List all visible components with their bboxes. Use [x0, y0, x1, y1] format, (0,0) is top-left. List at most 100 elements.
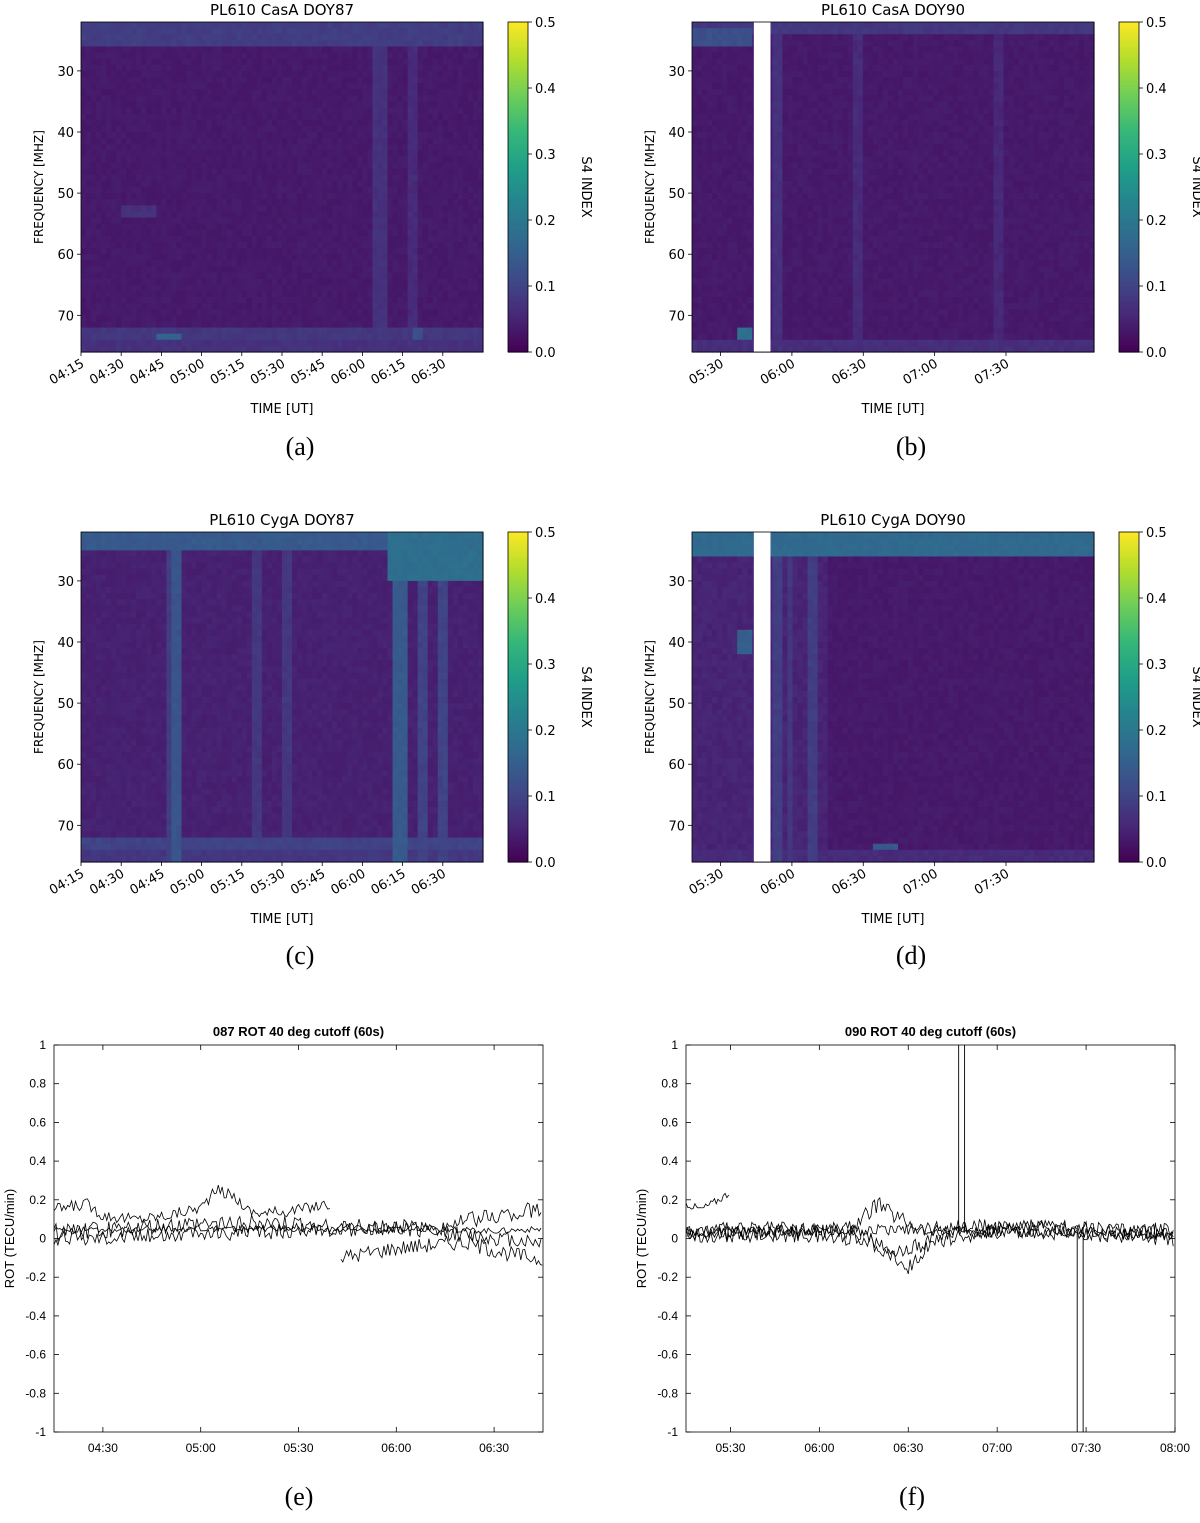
heatmap-cell — [156, 150, 162, 158]
heatmap-cell — [151, 83, 157, 90]
heatmap-cell — [171, 58, 178, 66]
heatmap-cell — [287, 339, 293, 347]
heatmap-cell — [727, 303, 733, 310]
heatmap-cell — [91, 64, 97, 72]
heatmap-cell — [211, 52, 218, 60]
heatmap-cell — [276, 162, 283, 170]
heatmap-cell — [467, 34, 474, 41]
heatmap-cell — [111, 52, 117, 60]
heatmap-cell — [462, 199, 469, 206]
heatmap-cell — [261, 101, 268, 109]
heatmap-cell — [201, 272, 208, 280]
heatmap-cell — [81, 235, 87, 243]
heatmap-cell — [702, 46, 708, 54]
heatmap-cell — [282, 113, 288, 121]
heatmap-cell — [241, 28, 248, 35]
heatmap-cell — [457, 162, 464, 170]
heatmap-cell — [121, 315, 127, 323]
heatmap-cell — [407, 150, 414, 158]
heatmap-cell — [81, 174, 87, 182]
heatmap-cell — [196, 327, 203, 335]
heatmap-cell — [246, 199, 253, 206]
heatmap-cell — [196, 168, 203, 176]
heatmap-cell — [231, 156, 238, 164]
heatmap-cell — [96, 266, 102, 274]
heatmap-cell — [447, 297, 454, 304]
heatmap-cell — [211, 138, 218, 145]
heatmap-cell — [402, 297, 409, 304]
heatmap-cell — [342, 235, 348, 243]
heatmap-cell — [472, 303, 479, 310]
heatmap-cell — [261, 303, 268, 310]
heatmap-cell — [327, 58, 333, 66]
heatmap-cell — [467, 70, 474, 78]
heatmap-cell — [402, 205, 409, 213]
heatmap-cell — [211, 101, 218, 109]
heatmap-cell — [96, 327, 102, 335]
heatmap-cell — [392, 83, 399, 90]
heatmap-cell — [266, 242, 273, 249]
heatmap-cell — [322, 272, 328, 280]
heatmap-cell — [332, 58, 338, 66]
heatmap-cell — [292, 168, 298, 176]
heatmap-cell — [407, 297, 414, 304]
heatmap-cell — [121, 52, 127, 60]
heatmap-cell — [692, 187, 698, 194]
heatmap-cell — [442, 138, 449, 145]
x-axis-label: TIME [UT] — [250, 402, 314, 417]
heatmap-cell — [352, 254, 358, 261]
heatmap-cell — [201, 107, 208, 115]
heatmap-cell — [151, 260, 157, 268]
heatmap-cell — [191, 89, 198, 96]
heatmap-cell — [702, 52, 708, 60]
heatmap-cell — [201, 284, 208, 292]
heatmap-cell — [106, 162, 112, 170]
heatmap-cell — [216, 64, 223, 72]
heatmap-cell — [186, 28, 193, 35]
heatmap-cell — [472, 260, 479, 268]
heatmap-cell — [191, 309, 198, 316]
heatmap-cell — [231, 119, 238, 127]
heatmap-cell — [302, 34, 308, 41]
heatmap-cell — [707, 95, 713, 103]
heatmap-cell — [437, 199, 444, 206]
heatmap-cell — [352, 327, 358, 335]
heatmap-cell — [457, 40, 464, 48]
heatmap-cell — [116, 242, 122, 249]
heatmap-cell — [392, 205, 399, 213]
heatmap-cell — [91, 89, 97, 96]
heatmap-cell — [131, 290, 137, 298]
heatmap-cell — [382, 34, 389, 41]
heatmap-cell — [702, 321, 708, 329]
heatmap-cell — [166, 125, 173, 133]
heatmap-cell — [337, 125, 343, 133]
heatmap-cell — [322, 315, 328, 323]
heatmap-cell — [121, 345, 127, 353]
heatmap-cell — [332, 125, 338, 133]
heatmap-cell — [397, 180, 404, 188]
heatmap-cell — [347, 101, 353, 109]
heatmap-cell — [156, 113, 162, 121]
heatmap-cell — [412, 303, 419, 310]
heatmap-cell — [472, 156, 479, 164]
heatmap-cell — [216, 58, 223, 66]
heatmap-cell — [472, 40, 479, 48]
heatmap-cell — [146, 52, 152, 60]
heatmap-cell — [121, 248, 127, 255]
heatmap-cell — [457, 156, 464, 164]
heatmap-cell — [271, 333, 278, 341]
heatmap-cell — [276, 345, 283, 353]
heatmap-cell — [171, 284, 178, 292]
heatmap-cell — [166, 52, 173, 60]
heatmap-cell — [317, 272, 323, 280]
heatmap-cell — [452, 315, 459, 323]
heatmap-cell — [171, 321, 178, 329]
heatmap-cell — [271, 28, 278, 35]
heatmap-cell — [702, 174, 708, 182]
heatmap-cell — [287, 119, 293, 127]
heatmap-cell — [432, 266, 439, 274]
heatmap-cell — [362, 119, 369, 127]
heatmap-cell — [292, 345, 298, 353]
heatmap-cell — [292, 187, 298, 194]
colorbar-step — [508, 249, 528, 254]
